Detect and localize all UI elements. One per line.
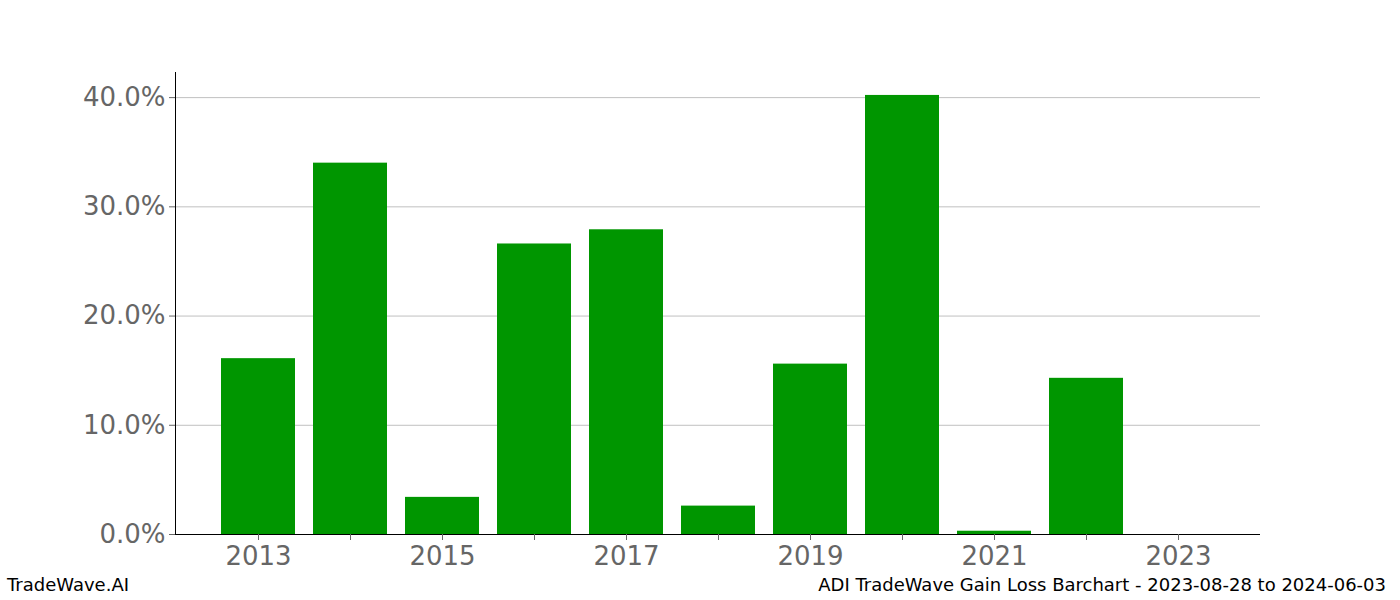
svg-text:10.0%: 10.0%: [83, 410, 166, 440]
svg-text:20.0%: 20.0%: [83, 300, 166, 330]
svg-text:2017: 2017: [593, 541, 659, 571]
svg-text:2013: 2013: [225, 541, 291, 571]
svg-text:0.0%: 0.0%: [99, 519, 165, 549]
html-text:TradeWave.AI: TradeWave.AI: [7, 574, 129, 595]
svg-text:30.0%: 30.0%: [83, 191, 166, 221]
svg-text:40.0%: 40.0%: [83, 82, 166, 112]
svg-text:2023: 2023: [1145, 541, 1211, 571]
svg-text:2019: 2019: [777, 541, 843, 571]
svg-text:2021: 2021: [961, 541, 1027, 571]
svg-text:2015: 2015: [409, 541, 475, 571]
html-text:ADI TradeWave Gain Loss Barcha: ADI TradeWave Gain Loss Barchart - 2023-…: [818, 574, 1386, 595]
